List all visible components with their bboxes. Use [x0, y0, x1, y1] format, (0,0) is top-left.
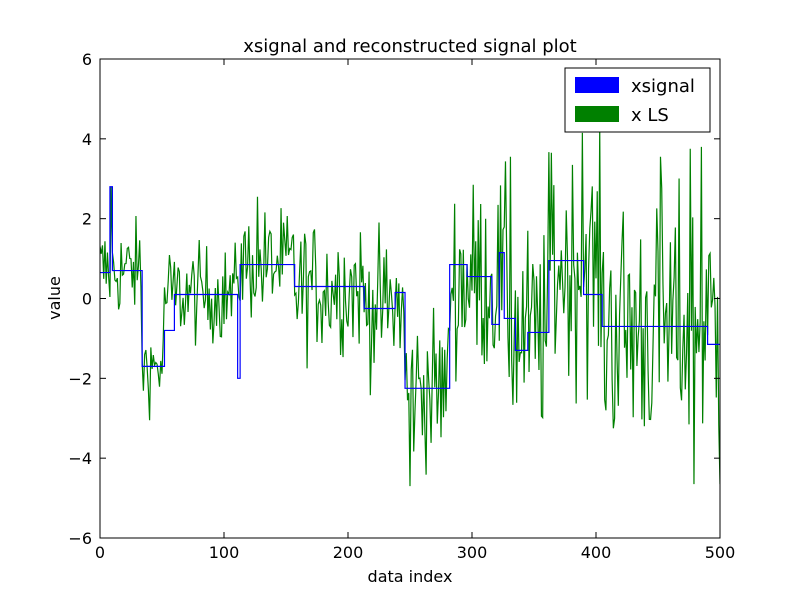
legend-swatch-x-ls — [575, 106, 619, 122]
y-axis: −6 −4 −2 0 2 4 6 — [68, 50, 720, 548]
legend-swatch-xsignal — [575, 77, 619, 93]
x-axis: 0 100 200 300 400 500 — [95, 59, 735, 562]
series-line-xsignal — [100, 186, 720, 389]
y-tick-label: 6 — [82, 50, 92, 69]
legend-label-x-ls: x LS — [631, 105, 669, 126]
legend: xsignal x LS — [564, 67, 711, 133]
x-tick-label: 300 — [457, 543, 488, 562]
x-tick-label: 100 — [209, 543, 240, 562]
y-tick-label: −2 — [68, 369, 92, 388]
plot-area — [100, 126, 720, 487]
y-tick-label: 4 — [82, 130, 92, 149]
y-tick-label: −4 — [68, 449, 92, 468]
x-tick-label: 400 — [581, 543, 612, 562]
x-axis-label: data index — [368, 567, 453, 586]
x-tick-label: 0 — [95, 543, 105, 562]
x-tick-label: 200 — [333, 543, 364, 562]
chart-title: xsignal and reconstructed signal plot — [243, 36, 576, 57]
x-tick-label: 500 — [705, 543, 736, 562]
y-tick-label: −6 — [68, 529, 92, 548]
y-tick-label: 0 — [82, 290, 92, 309]
series-line-x-ls — [100, 126, 720, 487]
y-axis-label: value — [45, 276, 64, 320]
legend-label-xsignal: xsignal — [631, 76, 695, 97]
y-tick-label: 2 — [82, 210, 92, 229]
